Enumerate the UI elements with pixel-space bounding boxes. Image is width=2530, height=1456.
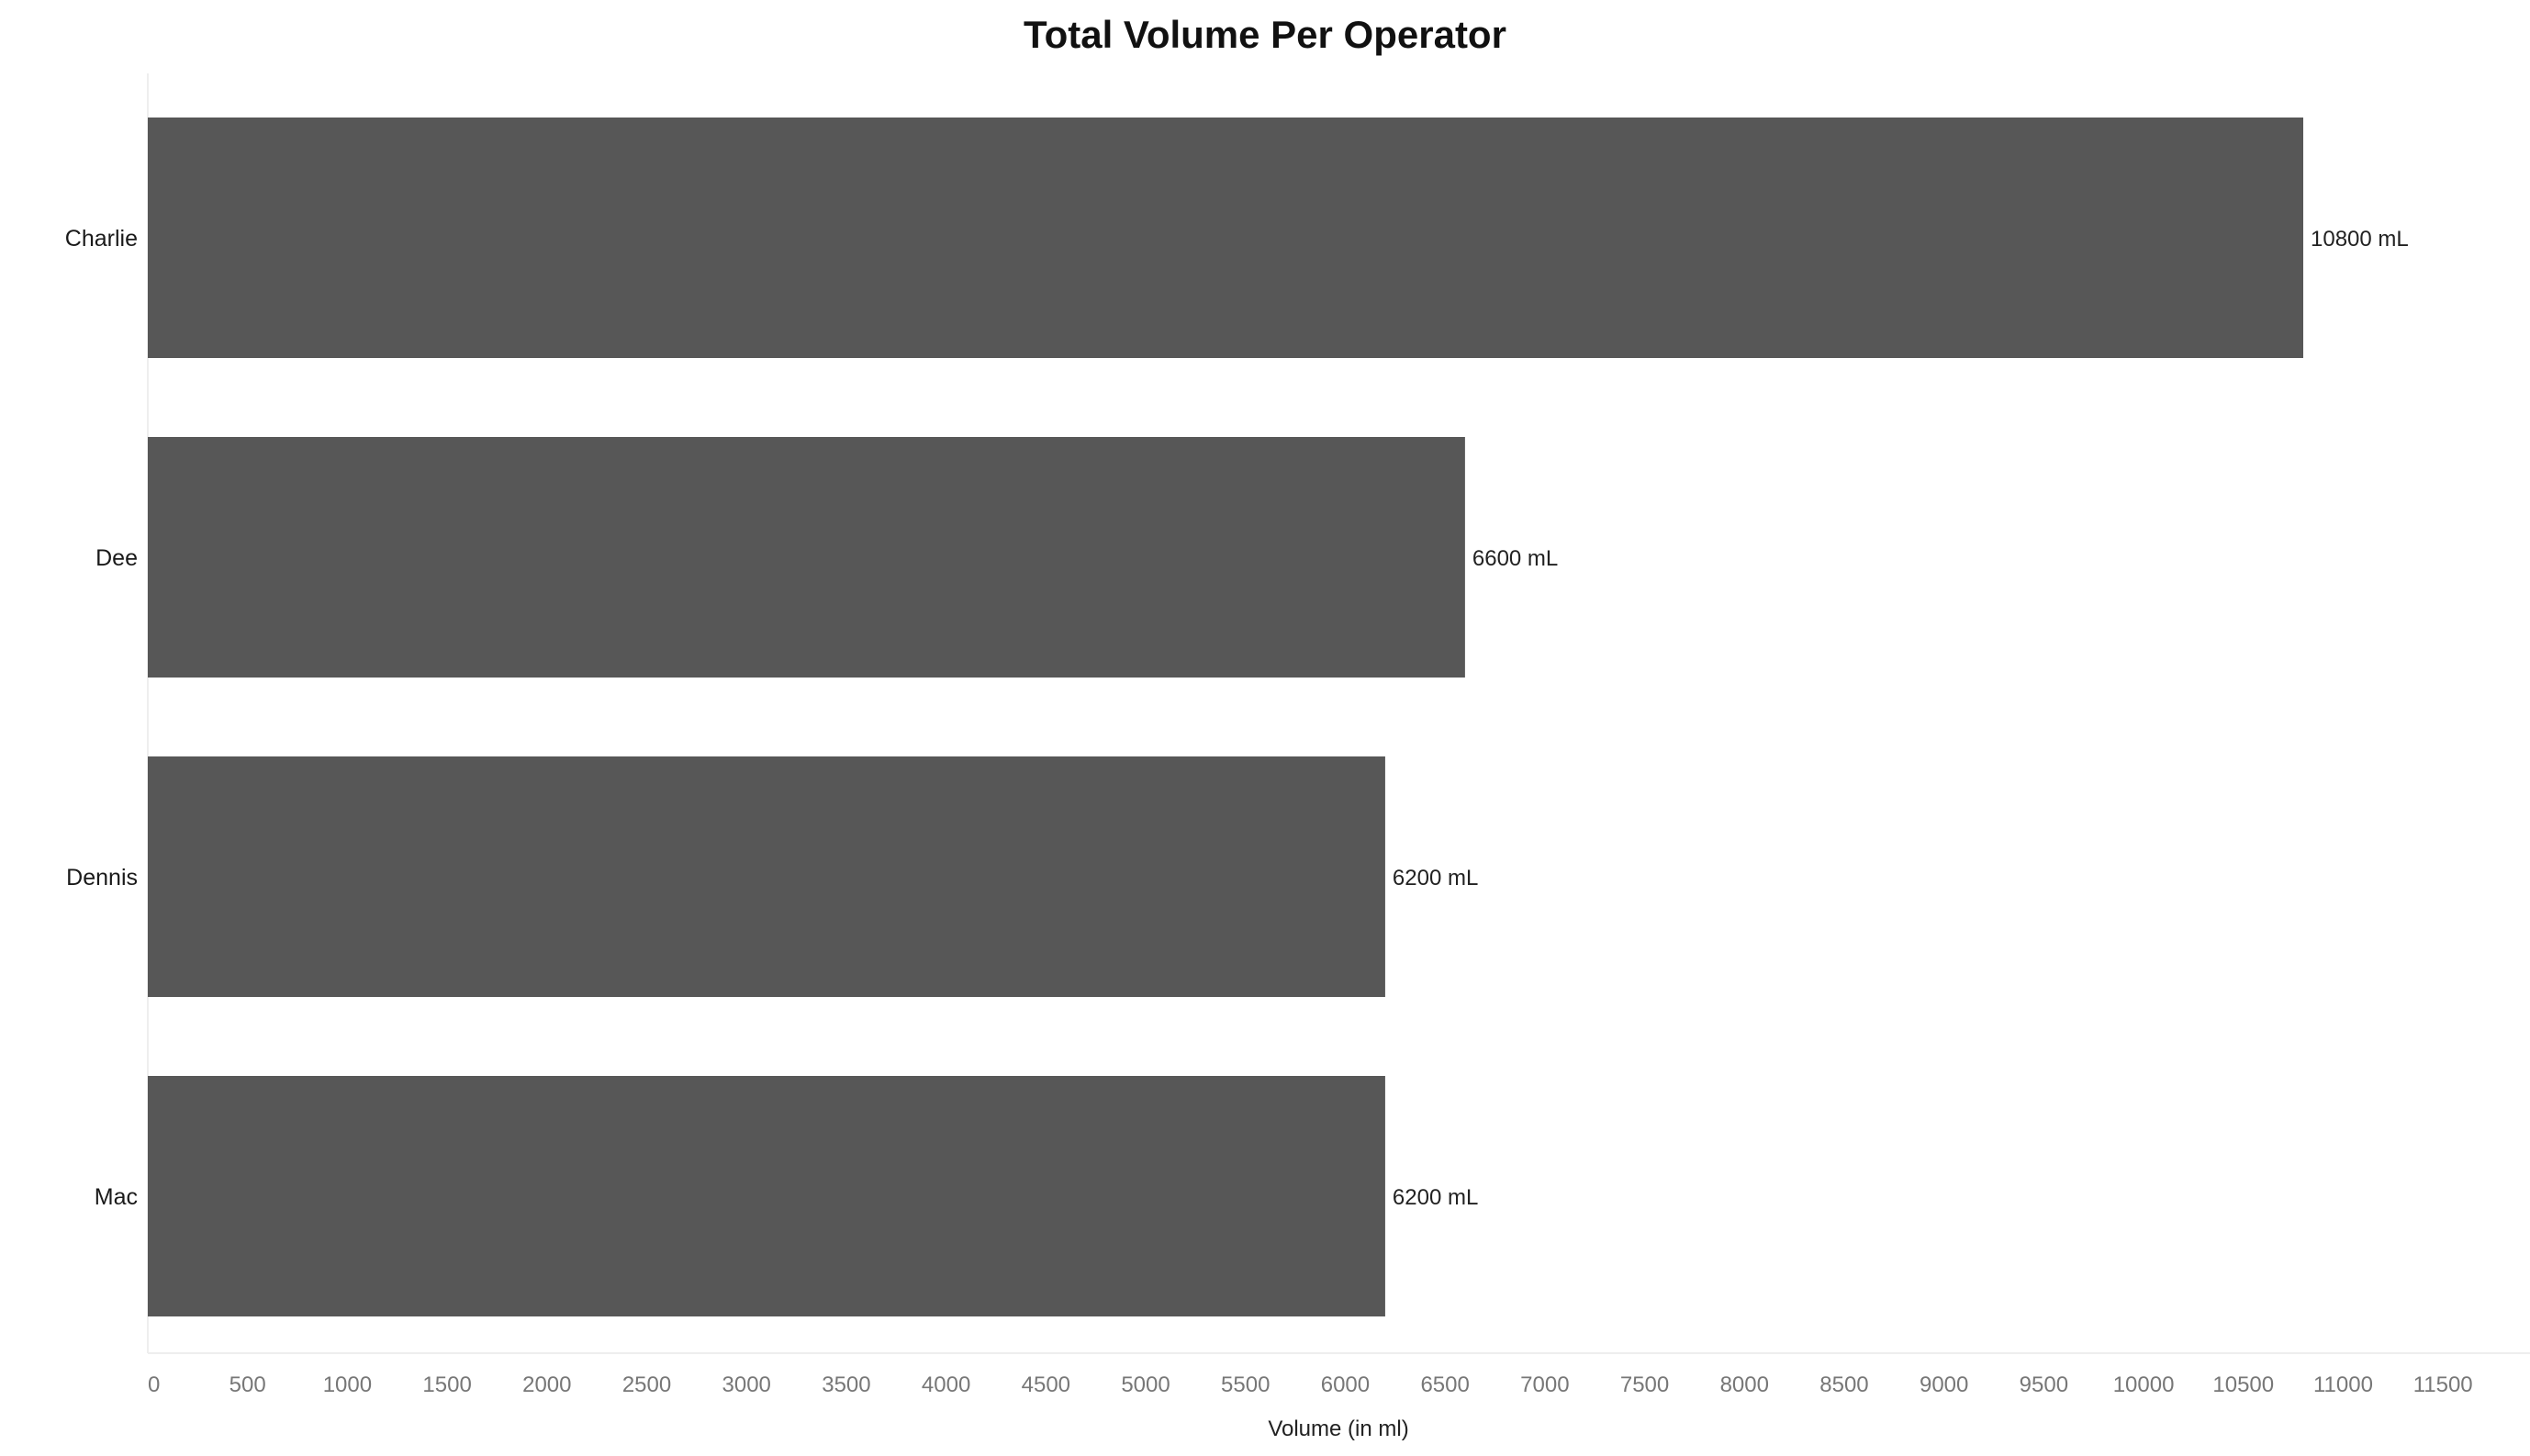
x-tick-label: 1500	[422, 1372, 471, 1397]
x-tick-label: 6500	[1420, 1372, 1469, 1397]
category-label: Mac	[95, 1184, 138, 1210]
x-tick-label: 0	[148, 1372, 160, 1397]
x-tick-label: 11000	[2313, 1372, 2373, 1397]
x-tick-label: 7500	[1620, 1372, 1669, 1397]
x-tick-label: 5000	[1121, 1372, 1170, 1397]
x-tick-label: 7000	[1520, 1372, 1569, 1397]
data-labels: 10800 mL 6600 mL 6200 mL 6200 mL	[1393, 227, 2409, 1210]
x-tick-label: 9000	[1920, 1372, 1968, 1397]
category-labels: Charlie Dee Dennis Mac	[65, 226, 138, 1210]
category-label: Dee	[95, 545, 138, 571]
x-axis-ticks: 0 500 1000 1500 2000 2500 3000 3500 4000 4500 5000…	[148, 1372, 2473, 1397]
x-tick-label: 5500	[1221, 1372, 1270, 1397]
data-label: 6600 mL	[1472, 546, 1558, 571]
x-tick-label: 6000	[1321, 1372, 1370, 1397]
x-tick-label: 2000	[522, 1372, 571, 1397]
x-axis-title: Volume (in ml)	[1268, 1417, 1408, 1441]
bar-charlie	[148, 118, 2303, 358]
x-tick-label: 8000	[1720, 1372, 1769, 1397]
x-tick-label: 2500	[622, 1372, 671, 1397]
x-tick-label: 10000	[2113, 1372, 2175, 1397]
x-tick-label: 4500	[1022, 1372, 1070, 1397]
x-tick-label: 10500	[2212, 1372, 2274, 1397]
data-label: 6200 mL	[1393, 866, 1478, 890]
bar-dee	[148, 437, 1465, 678]
x-tick-label: 1000	[323, 1372, 372, 1397]
data-label: 10800 mL	[2311, 227, 2409, 252]
x-tick-label: 4000	[922, 1372, 970, 1397]
bar-mac	[148, 1076, 1385, 1316]
chart-title: Total Volume Per Operator	[1024, 13, 1506, 56]
x-tick-label: 9500	[2020, 1372, 2068, 1397]
x-tick-label: 3000	[722, 1372, 771, 1397]
bar-dennis	[148, 756, 1385, 997]
category-label: Charlie	[65, 226, 138, 252]
data-label: 6200 mL	[1393, 1185, 1478, 1210]
x-tick-label: 500	[229, 1372, 266, 1397]
x-tick-label: 3500	[822, 1372, 870, 1397]
category-label: Dennis	[66, 865, 138, 890]
x-tick-label: 8500	[1819, 1372, 1868, 1397]
bars-group	[148, 118, 2303, 1316]
x-tick-label: 11500	[2413, 1372, 2473, 1397]
